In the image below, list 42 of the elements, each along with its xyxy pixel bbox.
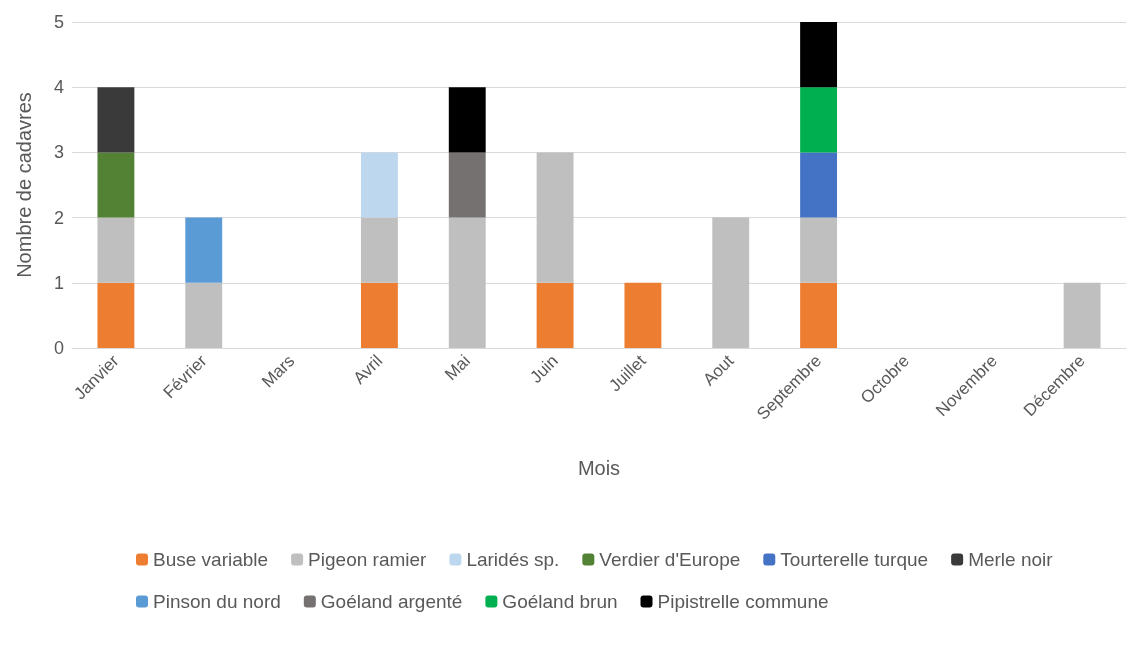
y-tick-label: 0 bbox=[53, 338, 64, 358]
bar bbox=[536, 282, 574, 348]
y-tick-label: 5 bbox=[53, 12, 64, 32]
y-axis-title: Nombre de cadavres bbox=[13, 92, 35, 278]
y-tick-label: 1 bbox=[53, 272, 64, 293]
y-tick-label: 4 bbox=[53, 77, 64, 98]
x-axis-title: Mois bbox=[577, 457, 621, 479]
bar bbox=[360, 217, 398, 283]
bar bbox=[360, 152, 398, 218]
bar bbox=[800, 217, 838, 283]
y-tick-label: 3 bbox=[53, 142, 64, 163]
bar bbox=[1063, 282, 1101, 348]
bar bbox=[800, 282, 838, 348]
bar bbox=[712, 217, 750, 348]
legend-label: Pinson du nord bbox=[153, 591, 281, 612]
bar bbox=[185, 282, 223, 348]
bar bbox=[800, 87, 838, 153]
legend-label: Tourterelle turque bbox=[780, 549, 929, 570]
y-tick-label: 2 bbox=[53, 207, 64, 228]
bar bbox=[800, 152, 838, 218]
legend-label: Pigeon ramier bbox=[308, 549, 428, 570]
bar bbox=[448, 152, 486, 218]
bar bbox=[448, 217, 486, 348]
bar bbox=[624, 282, 662, 348]
bar bbox=[448, 87, 486, 153]
legend-label: Goéland brun bbox=[502, 591, 618, 612]
x-tick-label: Juin bbox=[526, 351, 562, 387]
legend-label: Laridés sp. bbox=[466, 549, 560, 570]
bar bbox=[97, 282, 135, 348]
bar bbox=[800, 22, 838, 88]
bar bbox=[536, 152, 574, 283]
legend-label: Goéland argenté bbox=[320, 591, 463, 612]
legend-label: Verdier d'Europe bbox=[599, 549, 741, 570]
bar bbox=[97, 152, 135, 218]
legend-label: Buse variable bbox=[153, 549, 269, 570]
legend-label: Merle noir bbox=[968, 549, 1054, 570]
legend-label: Pipistrelle commune bbox=[657, 591, 829, 612]
bar bbox=[185, 217, 223, 283]
bar bbox=[97, 87, 135, 153]
bar bbox=[360, 282, 398, 348]
bar bbox=[97, 217, 135, 283]
x-tick-label: Mai bbox=[441, 351, 474, 385]
